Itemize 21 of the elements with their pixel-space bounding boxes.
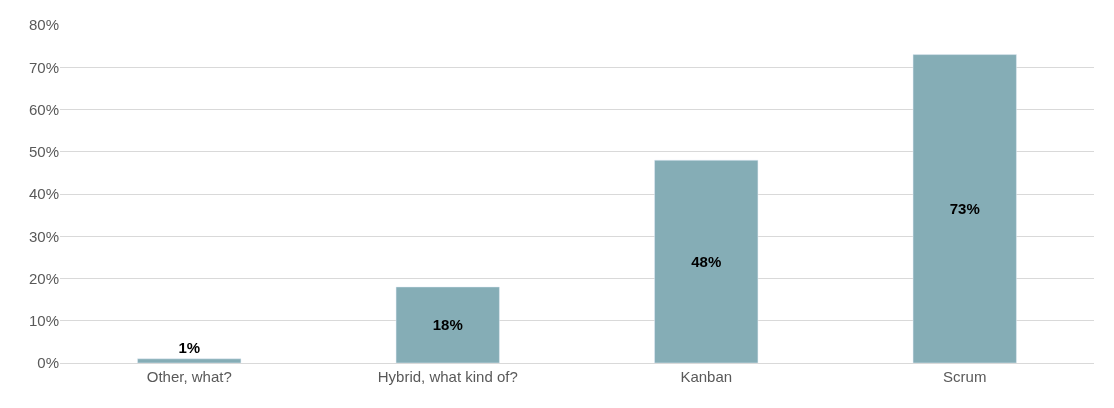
- x-tick-label: Other, what?: [146, 368, 232, 385]
- bar: [137, 358, 242, 363]
- bar: [654, 159, 759, 363]
- bar: [912, 54, 1017, 363]
- y-tick-label: 60%: [28, 100, 59, 118]
- x-tick-label: Hybrid, what kind of?: [377, 368, 518, 385]
- y-tick-label: 20%: [28, 269, 59, 287]
- y-tick-label: 50%: [28, 143, 59, 160]
- y-tick-label: 10%: [28, 312, 59, 329]
- bar: [395, 286, 500, 363]
- x-tick-label: Kanban: [680, 368, 733, 385]
- y-tick-label: 40%: [28, 185, 59, 203]
- x-tick-label: Scrum: [943, 368, 987, 385]
- y-tick-label: 0%: [37, 354, 59, 372]
- data-label: 73%: [949, 200, 980, 218]
- y-tick-label: 80%: [28, 16, 59, 34]
- y-tick-label: 70%: [28, 58, 59, 76]
- data-label: 48%: [691, 253, 722, 271]
- data-label: 18%: [432, 316, 463, 334]
- data-label: 1%: [178, 338, 201, 356]
- y-tick-label: 30%: [28, 227, 59, 245]
